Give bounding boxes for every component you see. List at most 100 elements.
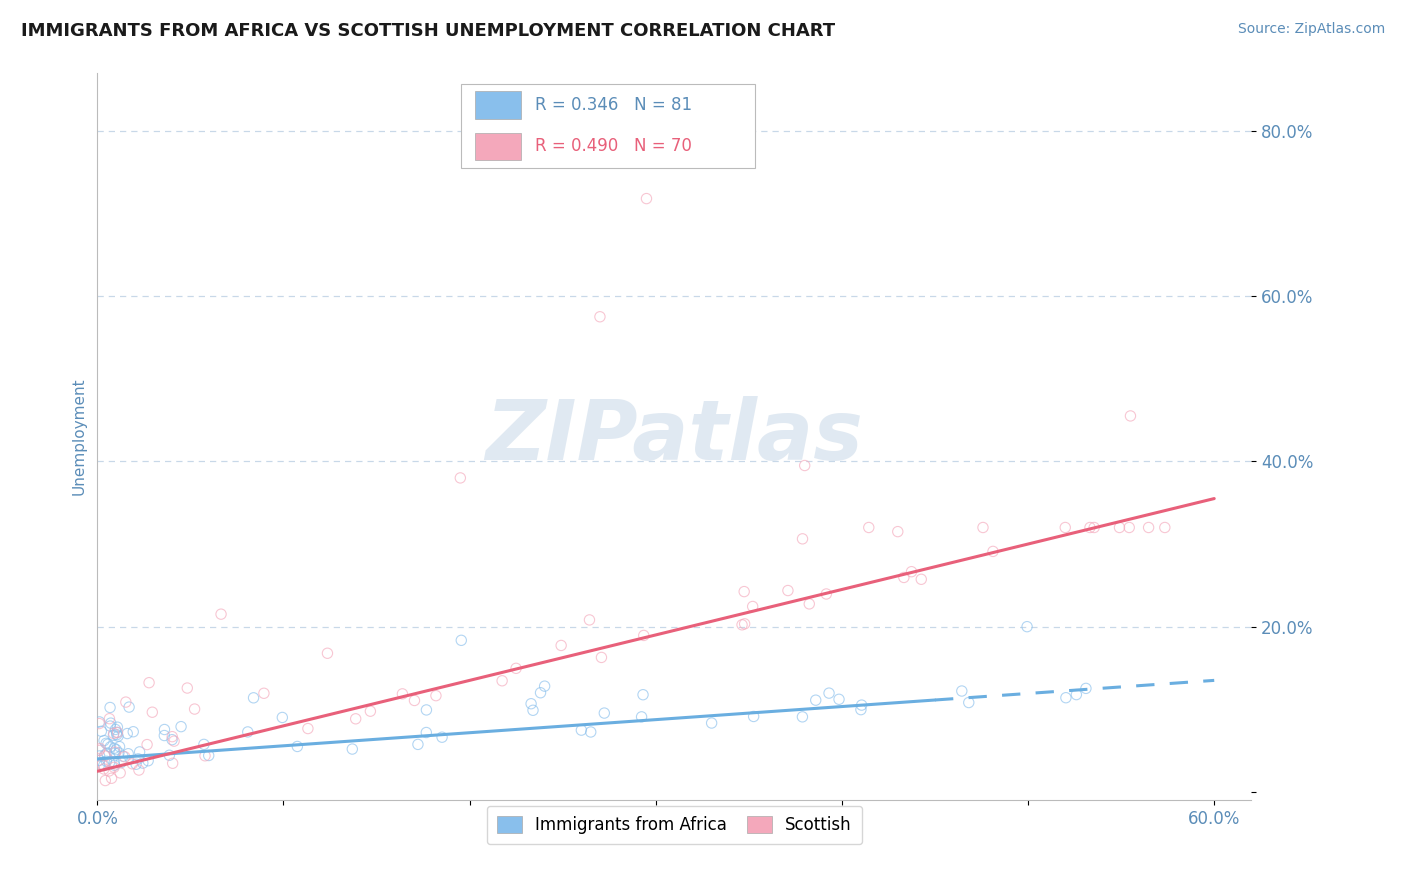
Point	[858, 520, 880, 534]
Point	[1066, 688, 1088, 702]
Point	[550, 639, 572, 653]
Point	[90, 724, 112, 739]
Point	[94, 736, 117, 750]
Point	[194, 748, 217, 763]
Point	[103, 758, 125, 772]
Point	[529, 686, 551, 700]
Point	[104, 746, 127, 760]
Point	[1153, 520, 1175, 534]
Point	[157, 748, 180, 763]
Point	[89, 748, 111, 763]
Point	[138, 675, 160, 690]
Point	[89, 758, 111, 772]
Point	[285, 739, 308, 754]
Point	[633, 628, 655, 642]
Point	[98, 756, 121, 770]
Point	[792, 532, 814, 546]
Point	[1108, 520, 1130, 534]
Point	[569, 723, 592, 738]
Point	[107, 725, 129, 739]
Point	[1017, 620, 1039, 634]
Point	[733, 584, 755, 599]
Point	[98, 739, 121, 754]
Point	[141, 705, 163, 719]
Point	[121, 756, 143, 771]
Point	[957, 696, 980, 710]
Point	[103, 726, 125, 740]
Point	[799, 597, 821, 611]
Point	[450, 633, 472, 648]
Point	[93, 733, 115, 747]
Point	[815, 587, 838, 601]
Point	[97, 737, 120, 751]
Point	[793, 458, 815, 473]
Point	[96, 754, 118, 768]
Text: Source: ZipAtlas.com: Source: ZipAtlas.com	[1237, 22, 1385, 37]
Point	[425, 689, 447, 703]
Point	[98, 712, 121, 726]
Point	[136, 754, 159, 768]
Point	[1054, 690, 1077, 705]
Point	[89, 741, 111, 756]
Point	[98, 719, 121, 733]
Point	[93, 758, 115, 772]
Point	[176, 681, 198, 695]
Point	[117, 726, 139, 740]
Point	[127, 752, 149, 766]
Point	[359, 704, 381, 718]
Point	[162, 756, 184, 771]
Point	[128, 763, 150, 777]
Point	[153, 729, 176, 743]
Point	[631, 688, 654, 702]
Point	[89, 743, 111, 757]
Point	[449, 471, 471, 485]
Point	[160, 730, 183, 744]
Point	[1078, 520, 1101, 534]
Point	[98, 764, 121, 778]
Point	[1119, 409, 1142, 423]
Point	[183, 702, 205, 716]
Point	[415, 703, 437, 717]
Legend: Immigrants from Africa, Scottish: Immigrants from Africa, Scottish	[486, 806, 862, 844]
Point	[122, 724, 145, 739]
Point	[591, 650, 613, 665]
Point	[1118, 520, 1140, 534]
Point	[98, 700, 121, 714]
Point	[108, 765, 131, 780]
Point	[430, 730, 453, 744]
Point	[734, 616, 756, 631]
Point	[96, 746, 118, 760]
Point	[103, 760, 125, 774]
FancyBboxPatch shape	[461, 84, 755, 168]
Point	[105, 725, 128, 739]
Point	[1074, 681, 1097, 696]
Point	[93, 762, 115, 776]
Point	[117, 747, 139, 761]
Point	[491, 673, 513, 688]
Point	[103, 728, 125, 742]
Point	[520, 697, 543, 711]
Point	[893, 570, 915, 584]
Point	[630, 710, 652, 724]
Point	[316, 646, 339, 660]
Point	[132, 756, 155, 770]
Point	[104, 745, 127, 759]
Point	[93, 748, 115, 763]
Point	[391, 687, 413, 701]
Point	[170, 720, 193, 734]
Point	[342, 742, 364, 756]
Point	[404, 693, 426, 707]
Point	[105, 720, 128, 734]
Point	[118, 700, 141, 714]
Point	[972, 520, 994, 534]
Point	[1137, 520, 1160, 534]
Point	[593, 706, 616, 720]
Point	[100, 771, 122, 785]
Point	[849, 703, 872, 717]
Point	[136, 738, 159, 752]
Point	[910, 572, 932, 586]
Point	[242, 690, 264, 705]
Point	[105, 728, 128, 742]
Point	[1083, 520, 1105, 534]
Text: R = 0.490   N = 70: R = 0.490 N = 70	[534, 137, 692, 155]
